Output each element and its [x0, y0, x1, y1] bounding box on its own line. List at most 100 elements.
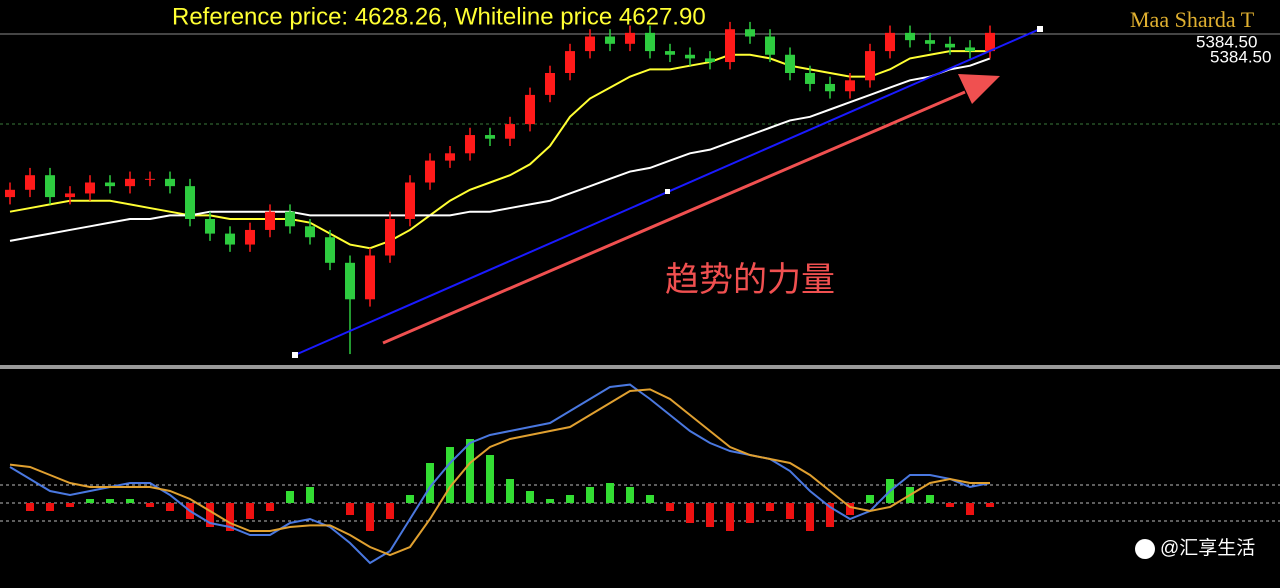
candle-body	[825, 83, 835, 92]
histogram-bar	[966, 503, 974, 515]
histogram-bar	[606, 483, 614, 503]
histogram-bar	[646, 495, 654, 503]
histogram-bar	[266, 503, 274, 511]
candle-body	[685, 54, 695, 59]
trend-arrow-head	[958, 74, 1000, 104]
histogram-bar	[406, 495, 414, 503]
histogram-bar	[66, 503, 74, 507]
candle-body	[845, 80, 855, 92]
histogram-bar	[426, 463, 434, 503]
histogram-bar	[706, 503, 714, 527]
histogram-bar	[626, 487, 634, 503]
candle-body	[545, 73, 555, 95]
candle-body	[965, 47, 975, 52]
histogram-bar	[986, 503, 994, 507]
histogram-bar	[386, 503, 394, 519]
candle-body	[945, 43, 955, 48]
candle-body	[665, 51, 675, 55]
candle-body	[25, 175, 35, 190]
candle-body	[865, 51, 875, 81]
histogram-bar	[726, 503, 734, 531]
candle-body	[705, 58, 715, 63]
histogram-bar	[206, 503, 214, 527]
indicator-line	[9, 383, 991, 565]
candle-body	[65, 193, 75, 198]
trend-handle	[665, 189, 670, 194]
candle-body	[725, 29, 735, 63]
candle-body	[585, 36, 595, 52]
candle-body	[625, 32, 635, 44]
histogram-bar	[366, 503, 374, 531]
histogram-bar	[166, 503, 174, 511]
candle-body	[605, 36, 615, 44]
candle-body	[885, 32, 895, 52]
candle-body	[125, 178, 135, 187]
candle-body	[145, 178, 155, 180]
histogram-bar	[346, 503, 354, 515]
indicator-line	[9, 57, 991, 242]
candle-body	[485, 135, 495, 139]
trend-handle	[292, 352, 298, 358]
histogram-bar	[466, 439, 474, 503]
histogram-bar	[526, 491, 534, 503]
indicator-line	[9, 50, 990, 250]
histogram-bar	[26, 503, 34, 511]
annotation: 趋势的力量	[665, 261, 835, 299]
candle-body	[385, 219, 395, 256]
candle-body	[85, 182, 95, 194]
histogram-bar	[826, 503, 834, 527]
watermark-icon	[1135, 539, 1155, 559]
histogram-bar	[746, 503, 754, 523]
histogram-bar	[766, 503, 774, 511]
trend-handle	[1037, 26, 1043, 32]
histogram-bar	[446, 447, 454, 503]
histogram-bar	[946, 503, 954, 507]
histogram-bar	[686, 503, 694, 523]
candle-body	[745, 29, 755, 37]
histogram-bar	[806, 503, 814, 531]
candle-body	[505, 124, 515, 139]
candle-body	[465, 135, 475, 154]
price-label: 5384.50	[1210, 47, 1271, 66]
histogram-bar	[286, 491, 294, 503]
candle-body	[805, 73, 815, 84]
histogram-bar	[846, 503, 854, 515]
histogram-bar	[226, 503, 234, 531]
histogram-bar	[926, 495, 934, 503]
candle-body	[765, 36, 775, 55]
candle-body	[45, 175, 55, 198]
histogram-bar	[86, 499, 94, 503]
histogram-bar	[146, 503, 154, 507]
candle-body	[105, 182, 115, 187]
candle-body	[205, 219, 215, 234]
histogram-bar	[586, 487, 594, 503]
candle-body	[565, 51, 575, 73]
panel-separator	[0, 365, 1280, 369]
candle-body	[225, 233, 235, 245]
price-label: 5384.50	[1196, 32, 1257, 51]
brand: Maa Sharda T	[1130, 7, 1255, 32]
candle-body	[405, 182, 415, 219]
candle-body	[165, 178, 175, 187]
candle-body	[365, 255, 375, 300]
candle-body	[285, 211, 295, 227]
candle-body	[645, 32, 655, 52]
candle-body	[925, 40, 935, 44]
histogram-bar	[246, 503, 254, 519]
histogram-bar	[506, 479, 514, 503]
histogram-bar	[46, 503, 54, 511]
histogram-bar	[566, 495, 574, 503]
candle-body	[905, 32, 915, 41]
candle-body	[265, 211, 275, 230]
candle-body	[445, 153, 455, 161]
candle-body	[985, 32, 995, 52]
candle-body	[305, 226, 315, 238]
watermark: @汇享生活	[1160, 537, 1255, 559]
histogram-bar	[786, 503, 794, 519]
candle-body	[185, 186, 195, 219]
histogram-bar	[306, 487, 314, 503]
candle-body	[425, 160, 435, 183]
